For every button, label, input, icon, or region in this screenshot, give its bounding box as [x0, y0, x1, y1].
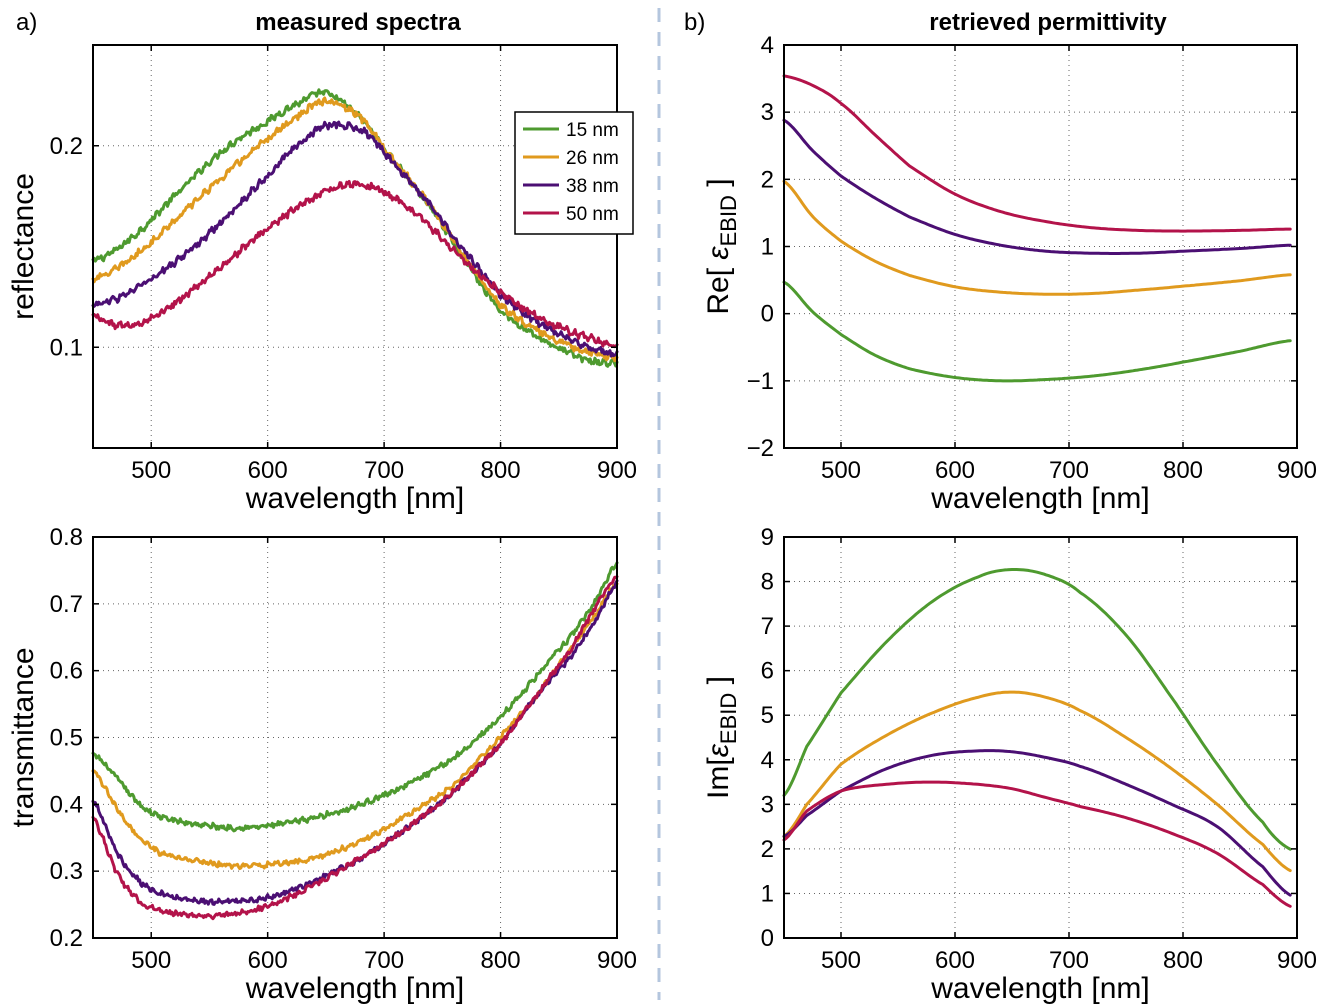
y-tick-label: 1: [761, 880, 774, 907]
series-line-50-nm: [91, 575, 619, 921]
legend-label: 38 nm: [566, 176, 619, 197]
series-line-15-nm: [91, 561, 619, 833]
x-axis-label: wavelength [nm]: [930, 972, 1149, 1005]
legend: 15 nm 26 nm 38 nm 50 nm: [514, 111, 634, 235]
y-axis-label: Im[εEBID ]: [702, 676, 741, 799]
y-axis-label: Re[ εEBID ]: [702, 178, 741, 314]
y-tick-label: 0.2: [50, 925, 83, 952]
y-axis-label: reflectance: [7, 173, 40, 320]
y-tick-label: 2: [761, 836, 774, 863]
y-tick-label: 0.8: [50, 524, 83, 551]
y-tick-label: 0.4: [50, 791, 83, 818]
x-tick-label: 700: [1049, 947, 1089, 974]
legend-label: 50 nm: [566, 204, 619, 225]
y-tick-label: −2: [747, 435, 774, 462]
panel-label-a: a): [16, 9, 37, 36]
series-line-26-nm: [91, 582, 619, 871]
x-tick-label: 900: [597, 947, 637, 974]
series-line-26-nm: [782, 690, 1292, 873]
y-tick-label: 0: [761, 301, 774, 328]
chart-re-permittivity: 500 600 700 800 900 −2 −1 0 1 2 3 4 wavelength [nm] R…: [702, 32, 1317, 515]
title-measured-spectra: measured spectra: [255, 9, 461, 36]
x-tick-label: 700: [1049, 457, 1089, 484]
x-tick-label: 600: [248, 947, 288, 974]
y-tick-label: 4: [761, 32, 774, 59]
y-tick-label: 0.1: [50, 334, 83, 361]
x-tick-label: 800: [1163, 457, 1203, 484]
x-tick-label: 500: [821, 457, 861, 484]
y-axis-label: transmittance: [7, 647, 40, 827]
y-tick-label: 3: [761, 99, 774, 126]
legend-label: 15 nm: [566, 120, 619, 141]
series-line-38-nm: [782, 118, 1292, 255]
x-tick-label: 600: [935, 947, 975, 974]
y-tick-label: 5: [761, 702, 774, 729]
plot-frame: [783, 44, 1298, 449]
chart-reflectance: 500 600 700 800 900 0.1 0.2 wavelength [nm] refl…: [7, 44, 637, 515]
y-tick-label: 7: [761, 613, 774, 640]
series-line-50-nm: [91, 180, 619, 349]
x-tick-label: 600: [248, 457, 288, 484]
y-tick-label: 9: [761, 524, 774, 551]
y-tick-label: 1: [761, 234, 774, 261]
series-line-50-nm: [782, 780, 1292, 908]
x-tick-label: 900: [1277, 457, 1317, 484]
panel-label-b: b): [684, 9, 705, 36]
x-tick-label: 800: [481, 457, 521, 484]
y-tick-label: 3: [761, 791, 774, 818]
y-tick-label: 4: [761, 747, 774, 774]
y-tick-label: 0: [761, 925, 774, 952]
chart-im-permittivity: 500 600 700 800 900 0 1 2 3 4 5 6 7 8 9 wavelength [nm]…: [702, 524, 1317, 1005]
x-axis-label: wavelength [nm]: [245, 482, 464, 515]
series-line-38-nm: [782, 749, 1292, 897]
series-line-26-nm: [91, 96, 619, 363]
y-tick-label: 0.6: [50, 658, 83, 685]
y-tick-label: 8: [761, 569, 774, 596]
y-tick-label: 0.5: [50, 725, 83, 752]
legend-label: 26 nm: [566, 148, 619, 169]
x-tick-label: 500: [821, 947, 861, 974]
series-line-50-nm: [782, 74, 1292, 233]
y-tick-label: 0.2: [50, 133, 83, 160]
x-tick-label: 700: [364, 457, 404, 484]
x-tick-label: 500: [131, 947, 171, 974]
series-line-38-nm: [91, 120, 619, 358]
x-tick-label: 700: [364, 947, 404, 974]
series-line-15-nm: [782, 568, 1292, 851]
x-axis-label: wavelength [nm]: [930, 482, 1149, 515]
x-tick-label: 800: [481, 947, 521, 974]
x-tick-label: 500: [131, 457, 171, 484]
y-tick-label: −1: [747, 368, 774, 395]
chart-transmittance: 500 600 700 800 900 0.2 0.3 0.4 0.5 0.6 0.7 0.8 wave…: [7, 524, 637, 1005]
plot-frame: [92, 44, 618, 449]
x-axis-label: wavelength [nm]: [245, 972, 464, 1005]
title-retrieved-permittivity: retrieved permittivity: [929, 9, 1167, 36]
y-tick-label: 2: [761, 166, 774, 193]
x-tick-label: 900: [1277, 947, 1317, 974]
series-line-15-nm: [782, 280, 1292, 383]
plot-frame: [783, 536, 1298, 939]
y-tick-label: 0.3: [50, 858, 83, 885]
x-tick-label: 600: [935, 457, 975, 484]
x-tick-label: 800: [1163, 947, 1203, 974]
series-line-26-nm: [782, 179, 1292, 296]
y-tick-label: 0.7: [50, 591, 83, 618]
x-tick-label: 900: [597, 457, 637, 484]
y-tick-label: 6: [761, 658, 774, 685]
